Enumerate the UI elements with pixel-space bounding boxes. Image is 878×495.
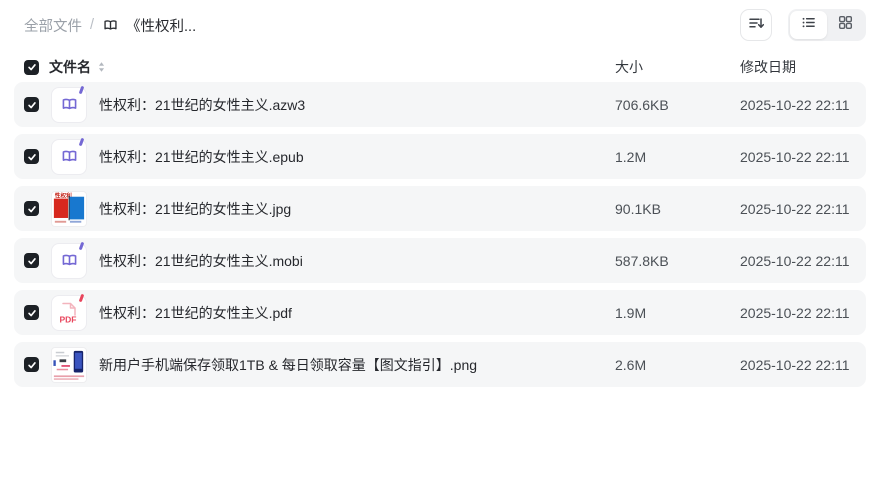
view-toggle: [788, 9, 866, 41]
file-row[interactable]: 新用户手机端保存领取1TB & 每日领取容量【图文指引】.png 2.6M 20…: [14, 342, 866, 387]
column-header-name[interactable]: 文件名: [49, 59, 91, 75]
file-row[interactable]: 性权利：21世纪的女性主义.epub 1.2M 2025-10-22 22:11: [14, 134, 866, 179]
file-modified: 2025-10-22 22:11: [740, 252, 850, 269]
file-size: 1.9M: [615, 304, 647, 321]
book-folder-icon: [102, 17, 119, 34]
file-name[interactable]: 性权利：21世纪的女性主义.azw3: [99, 96, 306, 113]
file-size: 90.1KB: [615, 200, 661, 217]
file-row[interactable]: 性权利 性权利：21世纪的女性主义.jpg 90.1KB 2025-10-22 …: [14, 186, 866, 231]
top-bar: 全部文件 / 《性权利...: [0, 0, 878, 42]
file-name[interactable]: 性权利：21世纪的女性主义.pdf: [99, 304, 292, 321]
file-name[interactable]: 性权利：21世纪的女性主义.mobi: [99, 252, 303, 269]
file-row[interactable]: PDF 性权利：21世纪的女性主义.pdf 1.9M 2025-10-22 22…: [14, 290, 866, 335]
row-checkbox[interactable]: [24, 253, 39, 268]
list-view-icon: [801, 15, 816, 35]
file-size: 1.2M: [615, 148, 647, 165]
file-modified: 2025-10-22 22:11: [740, 200, 850, 217]
column-header-modified[interactable]: 修改日期: [740, 59, 796, 75]
row-checkbox[interactable]: [24, 149, 39, 164]
svg-text:性权利: 性权利: [54, 191, 72, 199]
grid-view-icon: [838, 15, 853, 35]
ebook-icon: [51, 85, 87, 123]
row-checkbox[interactable]: [24, 97, 39, 112]
column-header-size[interactable]: 大小: [615, 59, 643, 75]
file-name[interactable]: 性权利：21世纪的女性主义.epub: [99, 148, 304, 165]
list-view-button[interactable]: [790, 11, 827, 39]
file-modified: 2025-10-22 22:11: [740, 96, 850, 113]
row-checkbox[interactable]: [24, 201, 39, 216]
file-modified: 2025-10-22 22:11: [740, 356, 850, 373]
breadcrumb-all-files[interactable]: 全部文件: [24, 18, 82, 35]
ebook-icon: [51, 241, 87, 279]
row-checkbox[interactable]: [24, 357, 39, 372]
grid-view-button[interactable]: [827, 11, 864, 39]
file-modified: 2025-10-22 22:11: [740, 304, 850, 321]
file-name[interactable]: 性权利：21世纪的女性主义.jpg: [99, 200, 292, 217]
guide-thumbnail-icon: [51, 346, 87, 383]
file-name[interactable]: 新用户手机端保存领取1TB & 每日领取容量【图文指引】.png: [99, 356, 478, 373]
breadcrumb: 全部文件 / 《性权利...: [24, 15, 196, 36]
file-row[interactable]: 性权利：21世纪的女性主义.mobi 587.8KB 2025-10-22 22…: [14, 238, 866, 283]
svg-text:PDF: PDF: [60, 314, 77, 324]
ebook-icon: [51, 137, 87, 175]
breadcrumb-current-label: 《性权利...: [126, 18, 197, 35]
sort-icon: [748, 15, 765, 36]
breadcrumb-current-folder[interactable]: 《性权利...: [102, 15, 196, 36]
sort-button[interactable]: [740, 9, 772, 41]
table-header: 文件名 大小 修改日期: [24, 55, 856, 79]
sort-carets-icon[interactable]: [97, 61, 106, 73]
file-size: 706.6KB: [615, 96, 669, 113]
pdf-icon: PDF: [51, 293, 87, 331]
select-all-checkbox[interactable]: [24, 59, 39, 75]
file-list: 性权利：21世纪的女性主义.azw3 706.6KB 2025-10-22 22…: [14, 82, 866, 394]
toolbar: [740, 9, 866, 41]
file-modified: 2025-10-22 22:11: [740, 148, 850, 165]
row-checkbox[interactable]: [24, 305, 39, 320]
breadcrumb-separator: /: [90, 17, 95, 33]
file-row[interactable]: 性权利：21世纪的女性主义.azw3 706.6KB 2025-10-22 22…: [14, 82, 866, 127]
file-size: 587.8KB: [615, 252, 669, 269]
file-size: 2.6M: [615, 356, 647, 373]
cover-thumbnail-icon: 性权利: [51, 190, 87, 227]
